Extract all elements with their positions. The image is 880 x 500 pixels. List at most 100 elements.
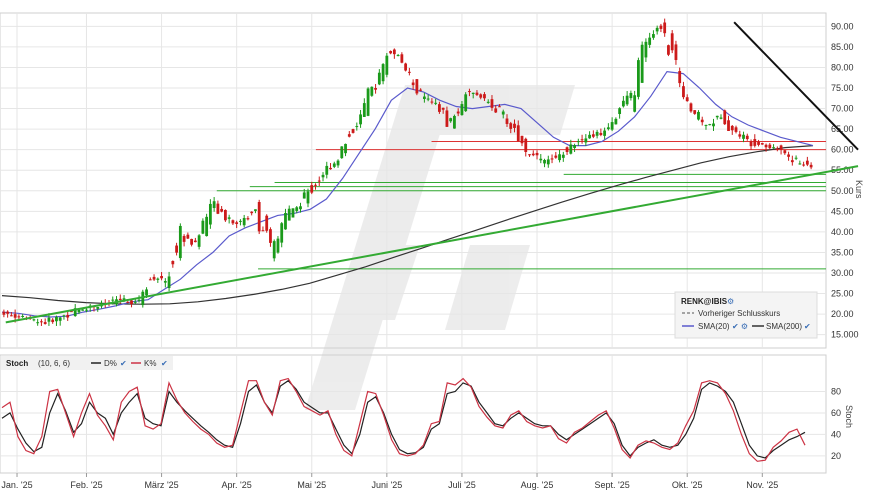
candle-body — [329, 167, 332, 170]
price-y-tick-label: 40.00 — [831, 227, 854, 237]
candle-body — [640, 44, 644, 83]
candle-body — [621, 100, 625, 107]
candle-body — [505, 118, 509, 124]
price-y-tick-label: 50.00 — [831, 186, 854, 196]
price-plot-area — [0, 12, 827, 349]
stoch-plot-area — [0, 354, 827, 474]
sma20-path — [1, 70, 814, 318]
candle-body — [794, 157, 798, 159]
candle-body — [178, 225, 182, 259]
sma200-line — [1, 145, 814, 305]
candle-body — [779, 145, 783, 150]
candle-body — [40, 321, 43, 323]
candle-body — [742, 134, 745, 139]
candle-body — [299, 206, 302, 210]
candle-body — [70, 311, 73, 313]
trendlines — [5, 21, 859, 324]
legend-ticker-gear-icon[interactable]: ⚙ — [727, 297, 734, 306]
stoch-lines — [1, 377, 806, 462]
price-y-tick-label: 60.00 — [831, 145, 854, 155]
candle-body — [2, 311, 6, 315]
stoch-d-check-icon[interactable]: ✔ — [120, 359, 127, 368]
candle-body — [712, 123, 715, 127]
candle-body — [805, 160, 809, 165]
candle-body — [460, 104, 464, 116]
candle-body — [332, 163, 336, 167]
candle-body — [261, 230, 265, 232]
candle-body — [625, 95, 629, 105]
candle-body — [588, 134, 591, 139]
candle-body — [524, 138, 528, 152]
candle-body — [272, 241, 276, 259]
candle-body — [21, 315, 25, 317]
candle-body — [359, 114, 362, 125]
legend-ticker: RENK@IBIS — [681, 297, 728, 306]
candle-body — [163, 281, 167, 283]
candle-body — [584, 138, 588, 143]
candle-body — [618, 108, 622, 115]
legend-sma200-check-icon[interactable]: ✔ — [804, 322, 811, 331]
candle-body — [561, 154, 565, 158]
candle-body — [730, 125, 734, 131]
candle-body — [389, 51, 392, 54]
x-tick-label: März '25 — [144, 480, 178, 490]
stoch-d-label: D% — [104, 359, 117, 368]
stoch-k-path — [1, 377, 806, 462]
stoch-y-axis: 80 60 40 20 — [831, 386, 841, 460]
candle-body — [133, 301, 137, 303]
candle-body — [494, 108, 498, 113]
candle-body — [449, 118, 453, 122]
candle-body — [745, 135, 749, 140]
price-y-tick-label: 85.00 — [831, 42, 854, 52]
price-y-tick-label: 55.00 — [831, 165, 854, 175]
candle-body — [17, 316, 21, 318]
candle-body — [783, 150, 787, 154]
candle-body — [655, 27, 659, 32]
candle-body — [73, 308, 77, 317]
candle-body — [565, 147, 569, 153]
candle-body — [768, 144, 772, 149]
candle-body — [430, 101, 434, 103]
candle-body — [366, 88, 370, 116]
candle-body — [250, 211, 254, 214]
candle-body — [201, 220, 205, 234]
candle-body — [606, 127, 610, 130]
candle-body — [516, 125, 520, 142]
stoch-k-label: K% — [144, 359, 156, 368]
price-y-tick-label: 90.00 — [831, 21, 854, 31]
candle-body — [738, 134, 742, 137]
candle-body — [501, 111, 505, 115]
price-y-tick-label: 75.00 — [831, 83, 854, 93]
candle-body — [235, 222, 239, 225]
candle-body — [317, 180, 321, 182]
candle-body — [468, 91, 471, 93]
candle-body — [531, 153, 535, 156]
candle-body — [13, 314, 17, 318]
price-y-tick-label: 70.00 — [831, 104, 854, 114]
candle-body — [156, 278, 160, 280]
candle-body — [610, 122, 614, 130]
candle-body — [407, 71, 411, 73]
candle-body — [190, 238, 194, 245]
legend-box — [674, 291, 818, 339]
candle-body — [411, 82, 415, 86]
x-tick-label: Feb. '25 — [70, 480, 102, 490]
candle-body — [269, 229, 272, 243]
x-tick-label: Juli '25 — [448, 480, 476, 490]
candle-body — [148, 279, 152, 281]
candle-body — [573, 145, 576, 149]
price-y-tick-label: 15.000 — [831, 330, 859, 340]
candle-body — [595, 131, 599, 136]
candle-body — [85, 309, 88, 311]
x-tick-label: Aug. '25 — [521, 480, 554, 490]
candle-body — [246, 218, 250, 220]
price-y-tick-label: 25.00 — [831, 289, 854, 299]
trendline — [733, 21, 859, 151]
legend-sma20-check-icon[interactable]: ✔ ⚙ — [732, 322, 748, 331]
price-y-axis-label: Kurs — [854, 180, 864, 199]
stoch-k-check-icon[interactable]: ✔ — [161, 359, 168, 368]
candle-body — [498, 106, 501, 108]
candle-body — [453, 115, 456, 129]
